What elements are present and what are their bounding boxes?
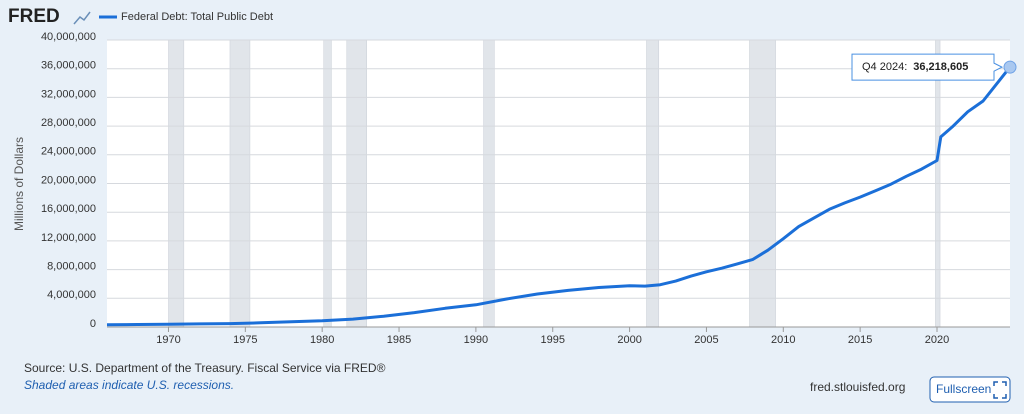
button-box[interactable] — [929, 376, 1011, 403]
y-tick-label: 36,000,000 — [41, 60, 96, 72]
button-label[interactable]: Fullscreen — [936, 382, 991, 396]
tooltip-box — [851, 53, 1004, 81]
recession-note: Shaded areas indicate U.S. recessions. — [24, 378, 234, 392]
y-tick-label: 40,000,000 — [41, 31, 96, 43]
y-tick-label: 24,000,000 — [41, 146, 96, 158]
x-tick-label: 2010 — [771, 334, 795, 346]
logo-icon — [73, 11, 91, 25]
hover-point — [1003, 60, 1017, 74]
x-tick-label: 1985 — [387, 334, 411, 346]
legend-label: Federal Debt: Total Public Debt — [121, 11, 273, 23]
y-tick-label: 12,000,000 — [41, 232, 96, 244]
x-tick-label: 2005 — [694, 334, 718, 346]
x-tick-label: 2000 — [617, 334, 641, 346]
y-tick-label: 4,000,000 — [47, 289, 96, 301]
source: Source: U.S. Department of the Treasury.… — [24, 361, 386, 375]
fullscreen-button[interactable]: Fullscreen — [929, 376, 1011, 403]
y-tick-label: 16,000,000 — [41, 203, 96, 215]
tooltip-value: 36,218,605 — [913, 61, 968, 73]
series-line — [106, 66, 1012, 327]
tooltip-label: Q4 2024: — [862, 61, 907, 73]
logo: FRED — [8, 6, 60, 27]
site-url: fred.stlouisfed.org — [810, 380, 905, 394]
x-tick-label: 1980 — [310, 334, 334, 346]
x-tick-label: 1990 — [464, 334, 488, 346]
y-tick-label: 32,000,000 — [41, 88, 96, 100]
y-tick-label: 0 — [90, 318, 96, 330]
y-tick-label: 28,000,000 — [41, 117, 96, 129]
x-tick-label: 1970 — [156, 334, 180, 346]
x-tick-label: 1995 — [540, 334, 564, 346]
button-icon[interactable] — [993, 381, 1007, 399]
x-tick-label: 2015 — [848, 334, 872, 346]
x-tick-label: 1975 — [233, 334, 257, 346]
y-tick-label: 20,000,000 — [41, 174, 96, 186]
y-tick-label: 8,000,000 — [47, 261, 96, 273]
y-axis-title: Millions of Dollars — [12, 137, 26, 231]
x-tick-label: 2020 — [925, 334, 949, 346]
